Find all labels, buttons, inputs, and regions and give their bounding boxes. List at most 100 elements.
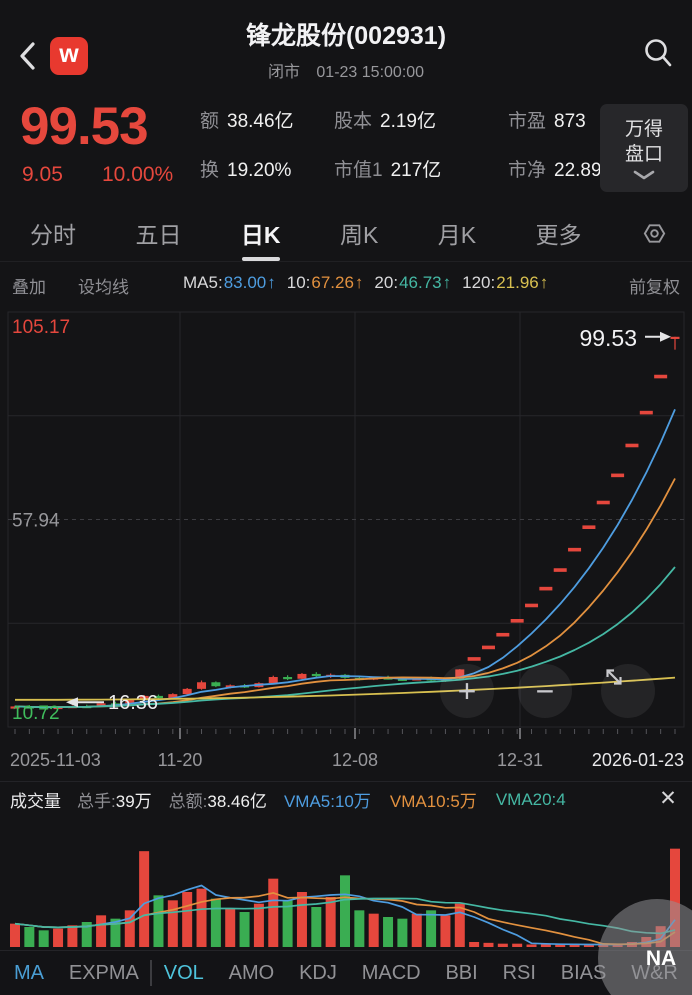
na-badge-label: NA: [645, 947, 677, 970]
stat-label: 市净: [508, 160, 547, 181]
volume-chart[interactable]: [0, 817, 692, 952]
zoom-out-button[interactable]: −: [518, 664, 572, 718]
close-volume-button[interactable]: ✕: [654, 783, 682, 813]
close-icon: ✕: [659, 786, 677, 810]
ma-up-arrow-icon: ↑: [539, 273, 549, 292]
ma-up-arrow-icon: ↑: [354, 273, 364, 292]
x-axis-label: 11-20: [157, 750, 203, 770]
svg-text:99.53: 99.53: [579, 325, 637, 351]
overlay-button[interactable]: 叠加: [12, 278, 46, 297]
pankou-line2: 盘口: [624, 143, 663, 165]
volume-stat: 总额:38.46亿: [169, 787, 267, 812]
set-ma-button[interactable]: 设均线: [78, 278, 129, 297]
gear-icon: [643, 223, 666, 243]
svg-text:10.72: 10.72: [12, 703, 60, 724]
quote-stat: 市值1 217亿: [334, 155, 494, 182]
period-tab[interactable]: 更多: [536, 205, 582, 262]
volume-stat: 总手:39万: [77, 787, 152, 812]
kline-chart[interactable]: 105.17 57.94 10.72 16.36 99.53: [0, 305, 692, 748]
volume-header: 成交量 总手:39万 总额:38.46亿 VMA5:10万 VMA10:5万 V…: [0, 781, 692, 817]
period-tab-label: 分时: [30, 222, 76, 248]
vma-value: VMA20:4: [495, 789, 566, 809]
indicator-tab[interactable]: AMO: [228, 961, 275, 984]
stat-label: 换: [200, 160, 220, 181]
ma-label: 20:: [374, 273, 399, 292]
quote-timestamp: 01-23 15:00:00: [316, 64, 425, 81]
period-tab-label: 周K: [339, 222, 379, 248]
ma-value-item: MA5: 83.00 ↑: [183, 273, 276, 293]
indicator-tab[interactable]: VOL: [163, 961, 204, 984]
ma-value: 21.96: [496, 273, 539, 292]
volume-stat-label: 总手:: [77, 792, 116, 811]
svg-text:105.17: 105.17: [12, 317, 70, 338]
volume-stat-value: 39万: [115, 792, 152, 811]
period-tab[interactable]: 日K: [241, 205, 281, 262]
ma-up-arrow-icon: ↑: [442, 273, 452, 292]
expand-arrows-icon: [606, 669, 622, 685]
quote-stat: 额 38.46亿: [200, 106, 320, 133]
wind-logo-letter: w: [59, 40, 79, 68]
x-axis-label: 12-31: [496, 750, 544, 770]
x-axis-label: 12-08: [331, 750, 379, 770]
quote-stat: 市净 22.89: [508, 155, 602, 182]
quote-stat: 市盈 873: [508, 106, 596, 133]
stat-value: 217亿: [390, 160, 442, 181]
svg-text:57.94: 57.94: [12, 511, 60, 532]
volume-stat-label: 总额:: [168, 792, 208, 811]
indicator-tab[interactable]: RSI: [502, 961, 536, 984]
back-button[interactable]: [14, 38, 44, 74]
ma-values: MA5: 83.00 ↑ 10: 67.26 ↑ 20: 46.73 ↑: [183, 273, 548, 293]
indicator-tab[interactable]: MACD: [361, 961, 421, 984]
last-price: 99.53: [20, 97, 149, 156]
period-tabs: 分时 五日 日K 周K 月K 更多: [0, 205, 692, 262]
header: w 锋龙股份(002931) 闭市 01-23 15:00:00: [0, 0, 692, 95]
period-tab[interactable]: 周K: [340, 205, 378, 262]
stat-value: 2.19亿: [380, 111, 436, 132]
ma-label: MA5:: [183, 273, 223, 292]
ma-up-arrow-icon: ↑: [267, 273, 276, 292]
zoom-in-button[interactable]: +: [440, 664, 494, 718]
period-tab-label: 五日: [135, 222, 182, 248]
indicator-tab[interactable]: KDJ: [299, 961, 337, 984]
search-icon: [645, 39, 672, 67]
back-chevron-icon: [20, 42, 35, 70]
x-axis-label: 2025-11-03: [10, 750, 101, 770]
ma-label: 10:: [286, 273, 311, 292]
market-status-bar: 闭市 01-23 15:00:00: [0, 58, 692, 82]
x-axis-label: 2026-01-23: [591, 750, 684, 770]
period-tab-label: 更多: [535, 222, 582, 248]
ma-label: 120:: [462, 273, 496, 292]
indicator-tab[interactable]: BBI: [445, 961, 478, 984]
quote-stat: 换 19.20%: [200, 155, 320, 182]
search-button[interactable]: [642, 36, 676, 72]
ma-indicator-bar: 叠加 设均线 MA5: 83.00 ↑ 10: 67.26 ↑ 20: 46.7…: [0, 262, 692, 305]
indicator-tab[interactable]: MA: [14, 961, 44, 984]
page-title: 锋龙股份(002931): [245, 22, 447, 50]
adjust-mode-button[interactable]: 前复权: [629, 278, 680, 297]
wande-pankou-button[interactable]: 万得 盘口: [600, 104, 688, 192]
stat-label: 股本: [334, 111, 373, 132]
ma-value-item: 20: 46.73 ↑: [374, 273, 451, 293]
pankou-line1: 万得: [624, 118, 663, 140]
chart-settings-button[interactable]: [641, 205, 668, 262]
volume-chart-area[interactable]: [0, 817, 692, 952]
ma-value: 67.26: [311, 273, 354, 292]
kline-chart-area[interactable]: 105.17 57.94 10.72 16.36 99.53 + −: [0, 305, 692, 748]
period-tab[interactable]: 月K: [438, 205, 476, 262]
price-change-percent: 10.00%: [102, 163, 174, 186]
period-tab[interactable]: 分时: [30, 205, 76, 262]
stat-label: 市值1: [334, 160, 383, 181]
volume-stat-value: 38.46亿: [207, 792, 267, 811]
ma-value-item: 10: 67.26 ↑: [287, 273, 364, 293]
stat-label: 市盈: [508, 111, 547, 132]
chevron-down-icon: [633, 170, 655, 179]
indicator-tab[interactable]: BIAS: [560, 961, 607, 984]
active-tab-underline: [241, 256, 280, 261]
vma-value: VMA10:5万: [389, 792, 477, 811]
expand-chart-button[interactable]: [601, 664, 655, 718]
period-tab[interactable]: 五日: [135, 205, 181, 262]
wind-logo[interactable]: w: [50, 37, 88, 75]
indicator-tab[interactable]: EXPMA: [68, 961, 139, 984]
ma-value-item: 120: 21.96 ↑: [462, 273, 548, 293]
